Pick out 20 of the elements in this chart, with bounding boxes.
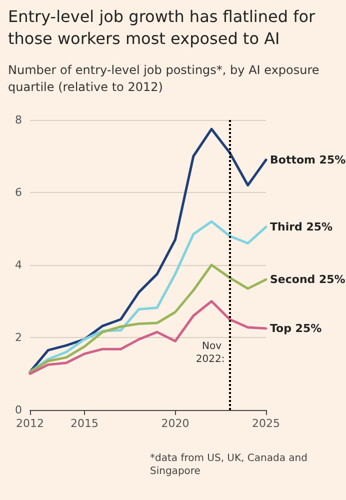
ref-line-label: Nov 2022: — [196, 341, 225, 365]
y-tick-label: 0 — [15, 404, 22, 416]
chart-title: Entry-level job growth has flatlined for those workers most exposed to AI — [8, 6, 316, 50]
y-tick-label: 4 — [15, 258, 22, 272]
y-tick-label: 6 — [15, 186, 22, 199]
line-series — [28, 264, 268, 374]
text: *data from US, UK, Canada and Singapore — [150, 452, 308, 478]
series-label: Second 25% — [270, 273, 346, 286]
series-label: Bottom 25% — [270, 153, 346, 166]
y-tick-label: 8 — [15, 114, 22, 126]
y-tick-label: 2 — [15, 331, 22, 344]
chart-subtitle: Number of entry-level job postings*, by AI exposure quartile (relative to 2012) — [8, 62, 320, 96]
x-tick-label: 2015 — [70, 417, 98, 430]
x-tick-label: 2020 — [161, 417, 190, 430]
line-series — [28, 300, 268, 375]
series-label: Third 25% — [270, 220, 333, 234]
line-series — [28, 128, 268, 374]
series-label: Top 25% — [270, 322, 322, 335]
x-tick-label: 2025 — [252, 417, 280, 430]
x-tick-label: 2012 — [16, 417, 44, 430]
